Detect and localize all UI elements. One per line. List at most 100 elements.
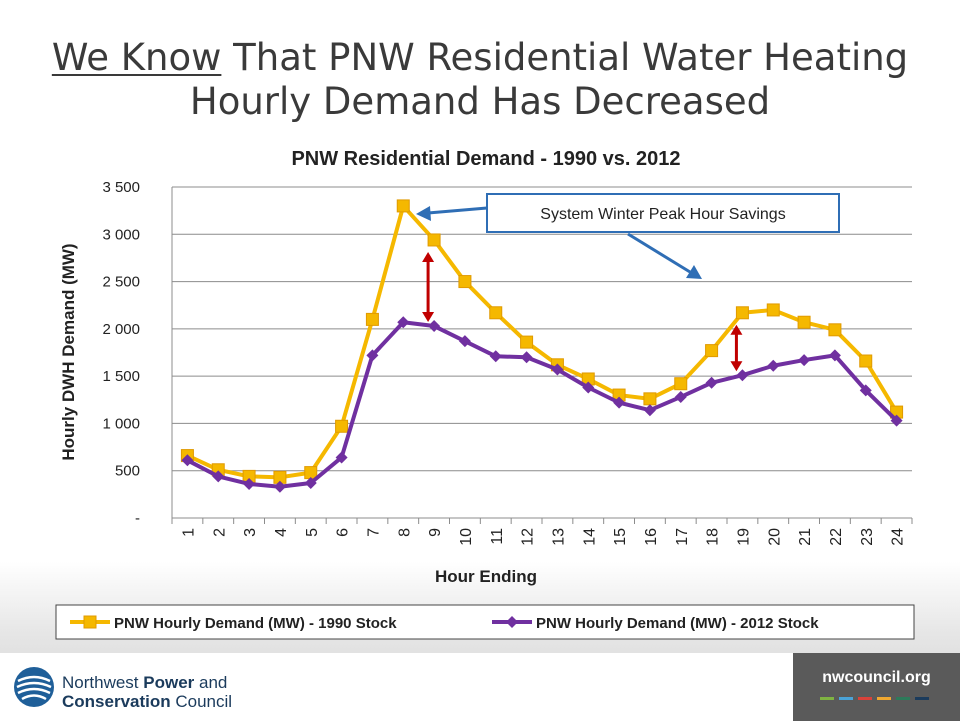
callout-arrow-left — [427, 206, 488, 215]
data-point — [797, 315, 811, 329]
savings-arrow-evening-head-top — [422, 251, 435, 262]
data-point — [365, 312, 379, 326]
data-point — [798, 354, 811, 367]
x-tick-label: 6 — [335, 528, 352, 537]
x-tick-label: 14 — [581, 528, 598, 546]
x-tick-label: 10 — [458, 528, 475, 546]
callout-arrow-right — [627, 232, 691, 274]
legend-label: PNW Hourly Demand (MW) - 1990 Stock — [114, 615, 397, 632]
council-logo: Northwest Power and Conservation Council — [12, 665, 252, 713]
council-name: Northwest Power and Conservation Council — [62, 673, 232, 711]
data-point — [273, 480, 286, 493]
data-point — [335, 419, 349, 433]
y-axis-title: Hourly DWH Demand (MW) — [59, 243, 78, 460]
chart-title: PNW Residential Demand - 1990 vs. 2012 — [291, 148, 680, 170]
data-point — [458, 275, 472, 289]
data-point — [366, 349, 379, 362]
x-tick-label: 9 — [427, 528, 444, 537]
title-line2: Hourly Demand Has Decreased — [189, 80, 771, 123]
data-point — [643, 404, 656, 417]
x-tick-label: 16 — [643, 528, 660, 546]
data-point — [674, 390, 687, 403]
data-point — [396, 199, 410, 213]
data-point — [551, 363, 564, 376]
series-line — [186, 203, 899, 480]
footer: Northwest Power and Conservation Council… — [0, 652, 960, 721]
y-tick-label: - — [135, 510, 140, 527]
y-tick-label: 1 500 — [102, 368, 140, 385]
org-line2-a: Conservation — [62, 692, 171, 711]
data-point — [705, 376, 718, 389]
data-point — [766, 303, 780, 317]
data-point — [582, 381, 595, 394]
data-point — [304, 477, 317, 490]
data-point — [705, 344, 719, 358]
callout-box — [486, 193, 840, 233]
title-underlined: We Know — [51, 36, 222, 79]
x-tick-label: 22 — [828, 528, 845, 546]
x-tick-label: 8 — [396, 528, 413, 537]
x-tick-label: 12 — [520, 528, 537, 546]
series-line — [186, 320, 898, 489]
website-box: nwcouncil.org — [793, 653, 960, 721]
title-rest: That PNW Residential Water Heating — [221, 36, 909, 79]
x-tick-label: 24 — [890, 528, 907, 546]
data-point — [828, 349, 841, 362]
data-point — [304, 466, 318, 480]
x-tick-label: 5 — [304, 528, 321, 537]
callout-arrow-right-head — [686, 265, 702, 279]
y-tick-label: 500 — [115, 463, 140, 480]
y-tick-label: 3 000 — [102, 226, 140, 243]
council-logo-icon — [14, 667, 54, 707]
x-tick-label: 20 — [766, 528, 783, 546]
x-tick-label: 21 — [797, 528, 814, 546]
data-point — [674, 377, 688, 391]
y-tick-label: 3 500 — [102, 179, 140, 196]
x-tick-label: 2 — [211, 528, 228, 537]
website-link[interactable]: nwcouncil.org — [822, 669, 931, 686]
y-tick-label: 1 000 — [102, 415, 140, 432]
org-line2-b: Council — [170, 692, 233, 711]
callout-text: System Winter Peak Hour Savings — [540, 206, 785, 223]
brand-dashes — [820, 697, 935, 700]
x-tick-label: 11 — [489, 528, 506, 545]
data-point — [828, 323, 842, 337]
x-tick-label: 4 — [273, 528, 290, 537]
data-point — [859, 354, 873, 368]
x-tick-label: 13 — [550, 528, 567, 546]
data-point — [458, 335, 471, 348]
data-point — [335, 451, 348, 464]
data-point — [428, 320, 441, 333]
data-point — [212, 470, 225, 483]
org-line1-b: Power — [143, 673, 195, 692]
chart: PNW Residential Demand - 1990 vs. 2012 - 5… — [55, 148, 915, 640]
callout-arrow-left-head — [416, 206, 431, 221]
y-tick-label: 2 000 — [102, 321, 140, 338]
x-tick-label: 19 — [735, 528, 752, 546]
data-point — [489, 306, 503, 320]
data-point — [890, 414, 903, 427]
y-tick-label: 2 500 — [102, 274, 140, 291]
legend-box — [55, 604, 915, 640]
legend-swatch-marker — [83, 615, 97, 629]
x-tick-label: 3 — [242, 528, 259, 537]
org-line1-a: Northwest — [62, 673, 144, 692]
legend-label: PNW Hourly Demand (MW) - 2012 Stock — [536, 615, 819, 632]
legend-swatch-marker — [506, 616, 518, 628]
data-point — [643, 392, 657, 406]
data-point — [613, 396, 626, 409]
data-point — [859, 384, 872, 397]
x-tick-label: 23 — [859, 528, 876, 546]
data-point — [489, 350, 502, 363]
data-point — [520, 351, 533, 364]
savings-arrow-night-head-top — [730, 324, 743, 335]
x-axis-title: Hour Ending — [435, 567, 537, 586]
data-point — [243, 477, 256, 490]
x-tick-label: 1 — [180, 528, 197, 537]
x-tick-label: 17 — [674, 528, 691, 546]
x-tick-label: 18 — [705, 528, 722, 546]
savings-arrow-night-head-bottom — [730, 361, 743, 372]
data-point — [181, 454, 194, 467]
savings-arrow-evening-head-bottom — [422, 312, 435, 323]
slide-title: We Know That PNW Residential Water Heati… — [0, 36, 960, 124]
